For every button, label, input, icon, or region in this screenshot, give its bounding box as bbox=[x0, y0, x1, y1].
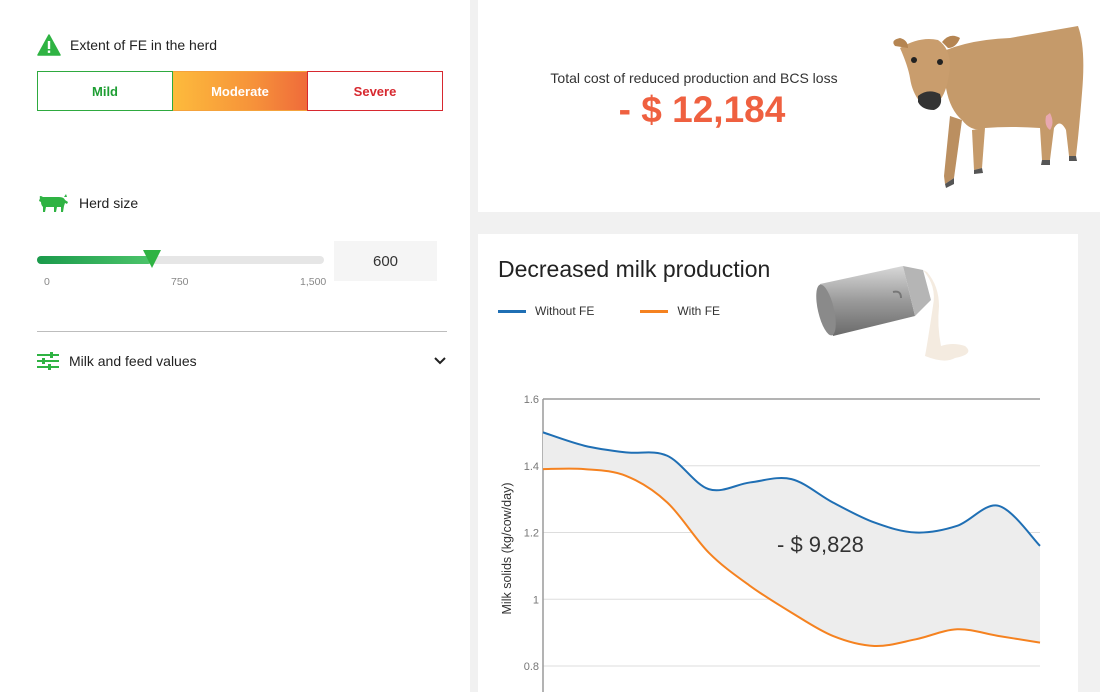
herd-size-input[interactable] bbox=[334, 241, 437, 281]
legend-swatch bbox=[498, 309, 526, 313]
total-cost-value: - $ 12,184 bbox=[618, 89, 786, 130]
difference-area bbox=[543, 432, 1040, 647]
mild-button[interactable]: Mild bbox=[37, 71, 173, 111]
severe-button[interactable]: Severe bbox=[307, 71, 443, 111]
tick-label: 1,500 bbox=[300, 276, 327, 288]
milk-production-chart: 1.6 1.4 1.2 1 0.8 Milk solids (kg/cow/day) bbox=[500, 394, 1041, 692]
chart-legend: Without FE With FE bbox=[498, 304, 766, 318]
fe-extent-selector: Mild Moderate Severe bbox=[37, 71, 443, 111]
y-tick-label: 1 bbox=[533, 594, 539, 606]
legend-label: Without FE bbox=[535, 304, 595, 318]
fe-extent-header: Extent of FE in the herd bbox=[37, 34, 217, 56]
chart-difference-callout: - $ 9,828 bbox=[777, 532, 864, 557]
milk-feed-values-toggle[interactable]: Milk and feed values bbox=[37, 350, 447, 372]
herd-size-title: Herd size bbox=[79, 195, 139, 211]
moderate-button[interactable]: Moderate bbox=[173, 71, 307, 111]
y-axis-ticks: 1.6 1.4 1.2 1 0.8 bbox=[524, 394, 539, 673]
settings-panel: Extent of FE in the herd Mild Moderate S… bbox=[0, 0, 470, 692]
chart-title: Decreased milk production bbox=[498, 256, 771, 282]
legend-label: With FE bbox=[677, 304, 721, 318]
total-cost-label: Total cost of reduced production and BCS… bbox=[550, 70, 838, 86]
cow-icon bbox=[39, 194, 68, 212]
warning-icon bbox=[37, 34, 61, 56]
legend-item-with-fe: With FE bbox=[640, 304, 720, 318]
sliders-icon bbox=[37, 352, 59, 370]
y-tick-label: 1.2 bbox=[524, 528, 539, 540]
y-tick-label: 1.6 bbox=[524, 394, 539, 406]
milk-can-illustration bbox=[816, 266, 969, 361]
legend-swatch bbox=[640, 309, 669, 313]
chevron-down-icon[interactable] bbox=[433, 356, 447, 366]
herd-size-ticks: 0 750 1,500 bbox=[37, 276, 337, 290]
herd-size-slider[interactable] bbox=[37, 250, 324, 268]
cow-illustration bbox=[893, 26, 1084, 188]
tick-label: 750 bbox=[171, 276, 189, 288]
fe-extent-title: Extent of FE in the herd bbox=[70, 37, 218, 53]
y-axis-label: Milk solids (kg/cow/day) bbox=[500, 483, 514, 615]
series-line-with-fe bbox=[542, 467, 1041, 647]
herd-size-slider-thumb[interactable] bbox=[142, 250, 161, 268]
y-tick-label: 0.8 bbox=[524, 661, 539, 673]
legend-item-without-fe: Without FE bbox=[498, 304, 594, 318]
divider bbox=[37, 331, 447, 332]
tick-label: 0 bbox=[44, 276, 50, 288]
herd-size-slider-fill bbox=[37, 256, 152, 264]
series-line-without-fe bbox=[542, 431, 1041, 547]
herd-size-header: Herd size bbox=[37, 193, 138, 213]
milk-feed-values-label: Milk and feed values bbox=[69, 353, 197, 369]
y-tick-label: 1.4 bbox=[524, 461, 539, 473]
